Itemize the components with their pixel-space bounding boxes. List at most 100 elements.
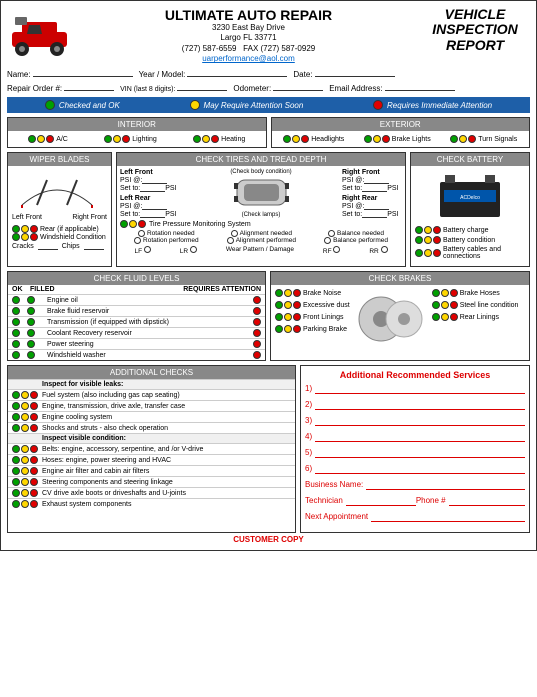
- hoses-g[interactable]: [432, 289, 440, 297]
- headlights-red[interactable]: [301, 135, 309, 143]
- heating-green[interactable]: [193, 135, 201, 143]
- rear-g[interactable]: [432, 313, 440, 321]
- cond-1-g[interactable]: [12, 456, 20, 464]
- fluid-0-filled[interactable]: [27, 296, 35, 304]
- year-model-input[interactable]: [187, 67, 287, 77]
- leak-2-y[interactable]: [21, 413, 29, 421]
- ac-red[interactable]: [46, 135, 54, 143]
- bal-perf-radio[interactable]: [324, 237, 331, 244]
- cond-0-g[interactable]: [12, 445, 20, 453]
- phone-input[interactable]: [449, 496, 525, 506]
- fluid-5-ok[interactable]: [12, 351, 20, 359]
- bal-need-radio[interactable]: [328, 230, 335, 237]
- leak-0-r[interactable]: [30, 391, 38, 399]
- cond-3-r[interactable]: [30, 478, 38, 486]
- cond-1-r[interactable]: [30, 456, 38, 464]
- noise-r[interactable]: [293, 289, 301, 297]
- cond-4-y[interactable]: [21, 489, 29, 497]
- leak-0-y[interactable]: [21, 391, 29, 399]
- leak-2-r[interactable]: [30, 413, 38, 421]
- fluid-0-req[interactable]: [253, 296, 261, 304]
- vin-input[interactable]: [177, 81, 227, 91]
- rr-setto-input[interactable]: [362, 210, 387, 218]
- cond-5-r[interactable]: [30, 500, 38, 508]
- windshield-green[interactable]: [12, 233, 20, 241]
- hoses-y[interactable]: [441, 289, 449, 297]
- fluid-3-req[interactable]: [253, 329, 261, 337]
- cond-5-y[interactable]: [21, 500, 29, 508]
- lighting-red[interactable]: [122, 135, 130, 143]
- charge-red[interactable]: [433, 226, 441, 234]
- cables-yellow[interactable]: [424, 249, 432, 257]
- heating-red[interactable]: [211, 135, 219, 143]
- turnsignals-green[interactable]: [450, 135, 458, 143]
- cond-0-y[interactable]: [21, 445, 29, 453]
- leak-3-r[interactable]: [30, 424, 38, 432]
- cables-red[interactable]: [433, 249, 441, 257]
- ac-yellow[interactable]: [37, 135, 45, 143]
- condition-green[interactable]: [415, 236, 423, 244]
- fluid-3-filled[interactable]: [27, 329, 35, 337]
- fluid-5-req[interactable]: [253, 351, 261, 359]
- lr-psi-input[interactable]: [142, 202, 167, 210]
- svc-input-1[interactable]: [315, 400, 525, 410]
- brakelights-yellow[interactable]: [373, 135, 381, 143]
- front-g[interactable]: [275, 313, 283, 321]
- leak-1-r[interactable]: [30, 402, 38, 410]
- fluid-1-filled[interactable]: [27, 307, 35, 315]
- leak-2-g[interactable]: [12, 413, 20, 421]
- brakelights-green[interactable]: [364, 135, 372, 143]
- rf-setto-input[interactable]: [362, 184, 387, 192]
- lr-setto-input[interactable]: [140, 210, 165, 218]
- name-input[interactable]: [33, 67, 133, 77]
- leak-3-y[interactable]: [21, 424, 29, 432]
- fluid-1-req[interactable]: [253, 307, 261, 315]
- rr-psi-input[interactable]: [364, 202, 389, 210]
- rot-perf-radio[interactable]: [134, 237, 141, 244]
- brakelights-red[interactable]: [382, 135, 390, 143]
- front-y[interactable]: [284, 313, 292, 321]
- chips-input[interactable]: [84, 243, 104, 250]
- steel-r[interactable]: [450, 301, 458, 309]
- fluid-2-ok[interactable]: [12, 318, 20, 326]
- svc-input-4[interactable]: [315, 448, 525, 458]
- charge-yellow[interactable]: [424, 226, 432, 234]
- headlights-yellow[interactable]: [292, 135, 300, 143]
- tpms-red[interactable]: [138, 220, 146, 228]
- cond-5-g[interactable]: [12, 500, 20, 508]
- cond-3-g[interactable]: [12, 478, 20, 486]
- svc-input-0[interactable]: [315, 384, 525, 394]
- tpms-yellow[interactable]: [129, 220, 137, 228]
- condition-red[interactable]: [433, 236, 441, 244]
- tech-input[interactable]: [346, 496, 416, 506]
- rear-r[interactable]: [450, 313, 458, 321]
- tpms-green[interactable]: [120, 220, 128, 228]
- odometer-input[interactable]: [273, 81, 323, 91]
- ac-green[interactable]: [28, 135, 36, 143]
- parking-y[interactable]: [284, 325, 292, 333]
- charge-green[interactable]: [415, 226, 423, 234]
- rot-need-radio[interactable]: [138, 230, 145, 237]
- next-input[interactable]: [371, 512, 525, 522]
- svc-input-2[interactable]: [315, 416, 525, 426]
- cond-2-r[interactable]: [30, 467, 38, 475]
- cracks-input[interactable]: [38, 243, 58, 250]
- leak-1-g[interactable]: [12, 402, 20, 410]
- fluid-3-ok[interactable]: [12, 329, 20, 337]
- parking-r[interactable]: [293, 325, 301, 333]
- fluid-4-req[interactable]: [253, 340, 261, 348]
- lighting-green[interactable]: [104, 135, 112, 143]
- leak-3-g[interactable]: [12, 424, 20, 432]
- rear-wiper-green[interactable]: [12, 225, 20, 233]
- fluid-0-ok[interactable]: [12, 296, 20, 304]
- repair-order-input[interactable]: [64, 81, 114, 91]
- parking-g[interactable]: [275, 325, 283, 333]
- email-link[interactable]: uarperformance@aol.com: [85, 54, 412, 63]
- lr-radio[interactable]: [190, 246, 197, 253]
- lighting-yellow[interactable]: [113, 135, 121, 143]
- email-input[interactable]: [385, 81, 455, 91]
- fluid-4-filled[interactable]: [27, 340, 35, 348]
- lf-psi-input[interactable]: [142, 176, 167, 184]
- steel-g[interactable]: [432, 301, 440, 309]
- windshield-red[interactable]: [30, 233, 38, 241]
